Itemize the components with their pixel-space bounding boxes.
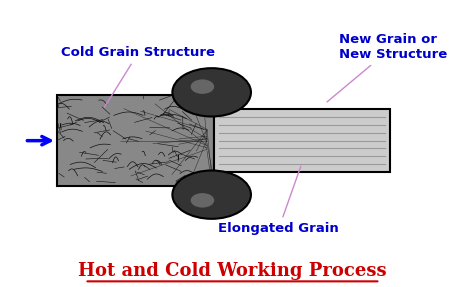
Circle shape — [173, 170, 251, 219]
Bar — [214, 109, 390, 172]
Text: Hot and Cold Working Process: Hot and Cold Working Process — [78, 262, 387, 280]
Text: Elongated Grain: Elongated Grain — [219, 166, 339, 235]
Circle shape — [191, 193, 214, 208]
Circle shape — [191, 79, 214, 94]
Text: New Grain or
New Structure: New Grain or New Structure — [327, 33, 447, 102]
Text: Cold Grain Structure: Cold Grain Structure — [62, 46, 216, 107]
Bar — [57, 95, 214, 186]
Circle shape — [173, 68, 251, 117]
